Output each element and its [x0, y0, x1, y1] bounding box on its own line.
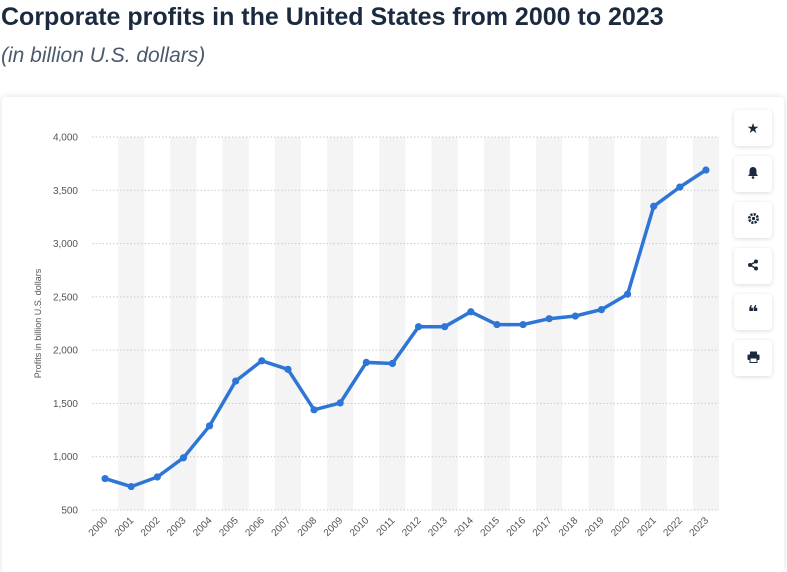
- x-tick-label: 2008: [296, 515, 320, 539]
- x-tick-label: 2013: [426, 515, 450, 539]
- gear-icon: [747, 212, 760, 228]
- y-tick-label: 1,500: [53, 399, 78, 410]
- x-tick-label: 2001: [113, 515, 137, 539]
- printer-icon: [747, 350, 760, 366]
- star-icon: ★: [746, 119, 760, 136]
- x-tick-label: 2022: [661, 515, 685, 539]
- data-point: [650, 202, 658, 210]
- data-point: [101, 474, 109, 483]
- column-band: [588, 137, 615, 510]
- data-point: [336, 399, 344, 407]
- chart-subtitle: (in billion U.S. dollars): [1, 44, 206, 67]
- data-point: [519, 320, 527, 329]
- column-band: [170, 137, 197, 510]
- data-point: [127, 482, 135, 491]
- column-band: [536, 137, 563, 510]
- data-point: [205, 422, 214, 430]
- data-point: [388, 359, 397, 368]
- x-tick-label: 2012: [400, 515, 424, 539]
- x-tick-label: 2000: [87, 515, 111, 539]
- x-tick-label: 2018: [557, 515, 581, 539]
- x-tick-label: 2004: [191, 515, 215, 539]
- y-tick-label: 3,000: [53, 239, 78, 250]
- x-tick-label: 2020: [609, 515, 633, 539]
- column-band: [379, 137, 406, 510]
- data-point: [179, 454, 188, 462]
- y-tick-label: 4,000: [53, 133, 78, 144]
- y-tick-label: 2,500: [53, 292, 78, 303]
- cite-button[interactable]: ❝: [734, 294, 772, 330]
- data-point: [258, 357, 266, 365]
- data-point: [414, 323, 423, 331]
- x-tick-label: 2014: [452, 515, 476, 539]
- column-band: [640, 137, 667, 510]
- x-tick-label: 2009: [322, 515, 346, 539]
- x-tick-label: 2006: [243, 515, 267, 539]
- x-tick-label: 2017: [531, 515, 555, 539]
- share-icon: [747, 258, 759, 274]
- y-tick-label: 500: [61, 506, 78, 517]
- quote-icon: ❝: [747, 302, 759, 322]
- bell-icon: [747, 166, 759, 182]
- column-band: [118, 137, 145, 510]
- x-tick-label: 2002: [139, 515, 163, 539]
- x-tick-label: 2005: [217, 515, 241, 539]
- notification-button[interactable]: [734, 156, 772, 192]
- x-tick-label: 2010: [348, 515, 372, 539]
- settings-button[interactable]: [734, 202, 772, 238]
- data-point: [441, 323, 449, 331]
- column-band: [692, 137, 719, 510]
- data-point: [493, 320, 501, 329]
- x-tick-label: 2021: [635, 515, 659, 539]
- data-point: [623, 290, 632, 298]
- data-point: [571, 312, 579, 320]
- data-point: [467, 308, 475, 316]
- print-button[interactable]: [734, 340, 772, 376]
- data-point: [310, 406, 318, 414]
- x-tick-label: 2011: [375, 515, 398, 538]
- series-line: [103, 168, 708, 489]
- column-band: [274, 137, 301, 510]
- y-tick-label: 1,000: [53, 452, 78, 463]
- chart-title: Corporate profits in the United States f…: [1, 3, 664, 31]
- data-point: [676, 183, 684, 191]
- data-point: [362, 358, 370, 366]
- data-point: [232, 377, 240, 385]
- y-tick-label: 2,000: [53, 346, 78, 357]
- column-band: [222, 137, 249, 510]
- column-band: [327, 137, 354, 510]
- x-tick-label: 2023: [688, 515, 712, 539]
- data-point: [545, 315, 553, 323]
- data-point: [702, 166, 710, 174]
- x-tick-label: 2007: [270, 515, 294, 539]
- x-tick-label: 2016: [505, 515, 529, 539]
- data-point: [153, 473, 161, 481]
- y-axis-title: Profits in billion U.S. dollars: [33, 268, 43, 378]
- data-point: [284, 365, 292, 373]
- x-tick-label: 2019: [583, 515, 607, 539]
- favorite-button[interactable]: ★: [734, 110, 772, 146]
- x-tick-label: 2015: [479, 515, 503, 539]
- data-point: [597, 306, 606, 314]
- share-button[interactable]: [734, 248, 772, 284]
- x-tick-label: 2003: [165, 515, 189, 539]
- y-tick-label: 3,500: [53, 186, 78, 197]
